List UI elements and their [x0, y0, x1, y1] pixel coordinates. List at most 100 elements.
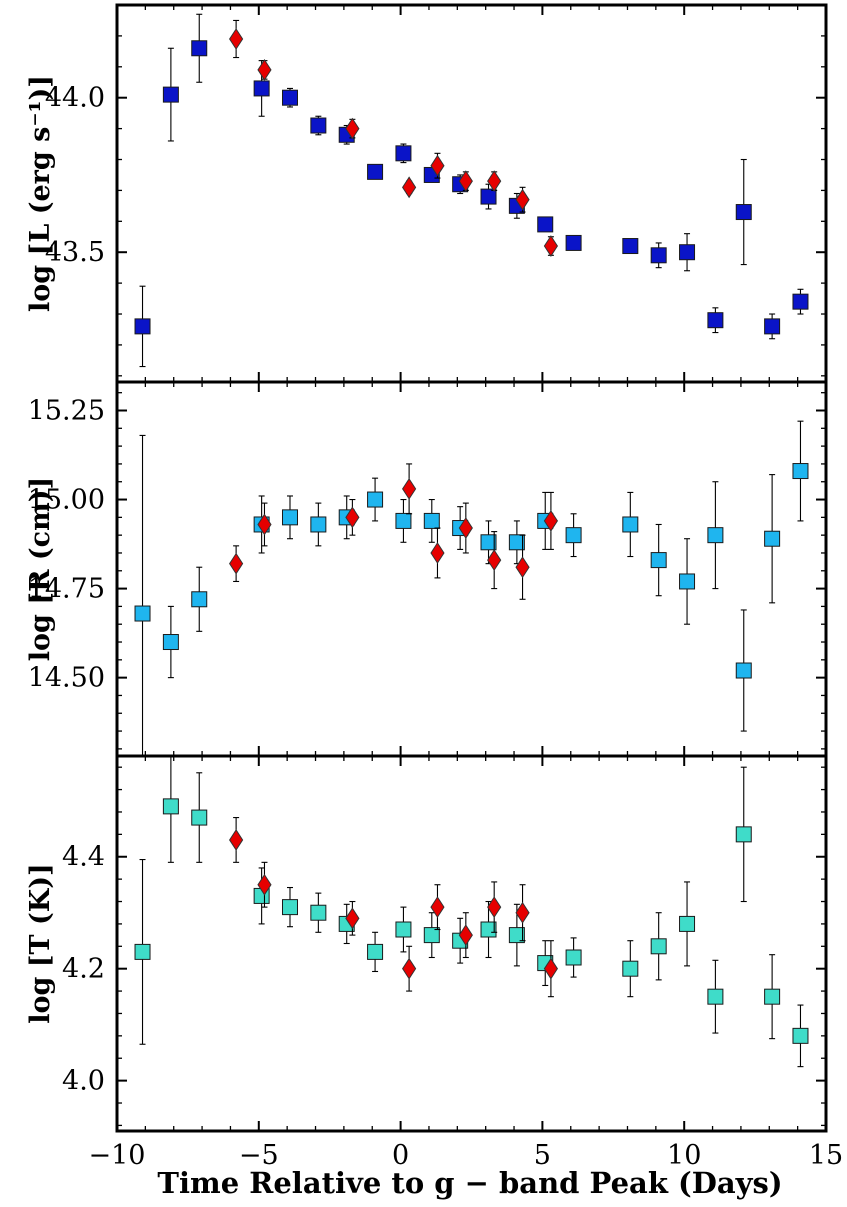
- x-tick-label: −5: [239, 1140, 279, 1171]
- x-tick-label: 0: [392, 1140, 409, 1171]
- data-point-square: [735, 826, 752, 843]
- data-point-diamond: [487, 896, 502, 919]
- data-point-diamond: [345, 117, 360, 140]
- data-point-diamond: [543, 509, 559, 532]
- y-tick-label: 15.25: [28, 395, 105, 426]
- data-point-square: [735, 204, 752, 221]
- data-point-square: [508, 927, 525, 944]
- data-point-square: [480, 188, 497, 205]
- panel-R-data: [134, 420, 809, 756]
- data-point-diamond: [458, 924, 473, 947]
- data-point-square: [650, 247, 667, 264]
- data-point-diamond: [543, 235, 559, 257]
- data-point-square: [310, 904, 327, 921]
- data-point-diamond: [257, 873, 272, 896]
- data-point-square: [310, 117, 327, 134]
- data-point-diamond: [229, 829, 244, 851]
- data-point-diamond: [430, 896, 445, 919]
- data-point-diamond: [458, 517, 473, 539]
- y-tick-label: 4.4: [62, 842, 105, 873]
- data-point-square: [622, 516, 639, 533]
- panel-frame: [115, 754, 828, 1133]
- data-point-square: [565, 234, 582, 251]
- data-point-square: [395, 145, 412, 162]
- data-point-square: [508, 534, 525, 551]
- data-point-square: [281, 89, 298, 106]
- data-point-square: [679, 573, 696, 590]
- data-point-square: [537, 216, 554, 233]
- data-point-diamond: [229, 552, 244, 575]
- y-axis-label-L: log [L (erg s⁻¹)]: [25, 75, 56, 312]
- x-tick-label: 10: [667, 1140, 701, 1171]
- data-point-square: [792, 293, 809, 310]
- data-point-diamond: [402, 176, 417, 199]
- y-tick-label: 15.00: [28, 485, 105, 516]
- data-point-square: [650, 552, 667, 569]
- panel-L-data: [134, 13, 809, 368]
- data-point-diamond: [487, 170, 502, 193]
- data-point-square: [253, 80, 270, 97]
- data-point-diamond: [257, 513, 272, 536]
- data-point-square: [679, 244, 696, 261]
- data-point-square: [367, 163, 384, 180]
- data-point-diamond: [229, 28, 244, 50]
- data-point-square: [162, 798, 179, 815]
- data-point-diamond: [515, 901, 530, 924]
- panel-T-ticks: [116, 756, 827, 1131]
- data-point-square: [565, 949, 582, 966]
- data-point-diamond: [543, 957, 559, 980]
- data-point-square: [310, 516, 327, 533]
- data-point-square: [622, 238, 639, 255]
- data-point-square: [480, 921, 497, 938]
- data-point-square: [395, 921, 412, 938]
- data-point-square: [622, 960, 639, 977]
- x-tick-label: −10: [89, 1140, 146, 1171]
- panel-R-ticks: [116, 382, 827, 756]
- data-point-square: [395, 512, 412, 529]
- data-point-diamond: [257, 58, 272, 81]
- x-tick-label: 15: [809, 1140, 843, 1171]
- y-tick-label: 14.50: [28, 663, 105, 694]
- data-point-diamond: [430, 154, 445, 177]
- data-point-diamond: [458, 170, 473, 193]
- data-point-square: [707, 527, 724, 544]
- data-point-square: [764, 988, 781, 1005]
- data-point-square: [679, 915, 696, 932]
- data-point-square: [191, 40, 208, 57]
- y-axis-label-R: log [R (cm)]: [25, 477, 56, 662]
- data-point-square: [735, 662, 752, 679]
- data-point-square: [367, 943, 384, 960]
- data-point-diamond: [487, 549, 502, 572]
- data-point-square: [162, 86, 179, 103]
- data-point-square: [792, 463, 809, 480]
- data-point-diamond: [515, 556, 530, 579]
- data-point-square: [134, 943, 151, 960]
- data-point-square: [191, 809, 208, 826]
- data-point-square: [134, 318, 151, 335]
- data-point-diamond: [345, 506, 360, 529]
- y-tick-label: 14.75: [28, 574, 105, 605]
- data-point-square: [565, 527, 582, 544]
- data-point-square: [764, 318, 781, 335]
- data-point-square: [423, 927, 440, 944]
- data-point-square: [281, 899, 298, 916]
- panel-frame: [115, 380, 828, 758]
- data-point-square: [367, 491, 384, 508]
- data-point-square: [423, 512, 440, 529]
- x-axis-label: Time Relative to g − band Peak (Days): [157, 1166, 782, 1200]
- data-point-square: [707, 988, 724, 1005]
- x-tick-label: 5: [534, 1140, 551, 1171]
- data-point-square: [162, 634, 179, 651]
- y-tick-label: 44.0: [45, 83, 105, 114]
- data-point-square: [792, 1027, 809, 1044]
- data-point-square: [191, 591, 208, 608]
- data-point-square: [281, 509, 298, 526]
- data-point-diamond: [345, 907, 360, 930]
- data-point-square: [134, 605, 151, 622]
- data-point-square: [480, 534, 497, 551]
- y-tick-label: 4.0: [62, 1066, 105, 1097]
